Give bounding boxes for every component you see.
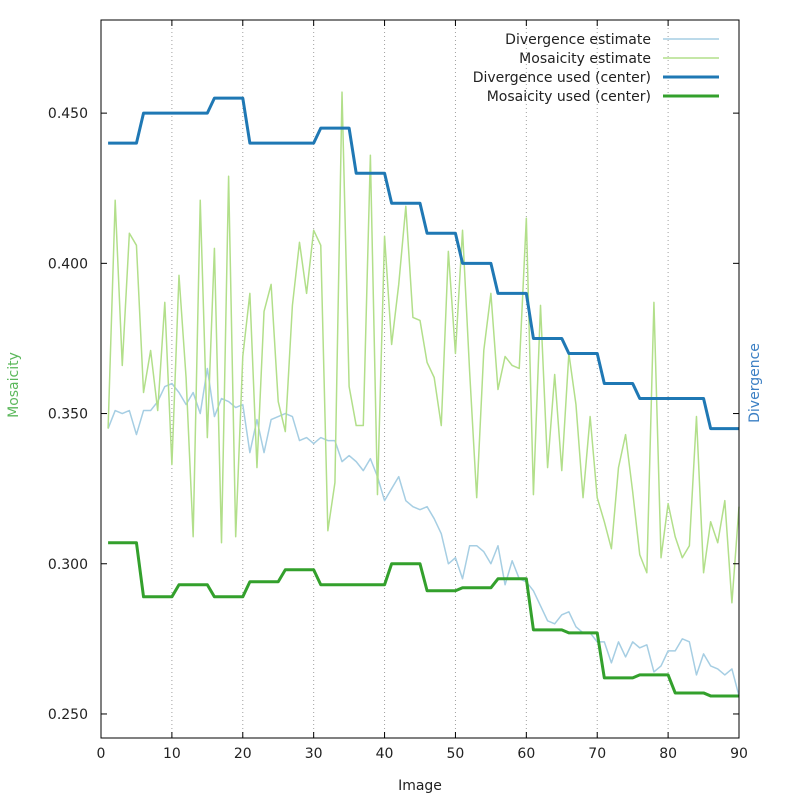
x-tick-label: 70 [588,746,606,762]
series-layer [107,91,740,698]
y-tick-label: 0.300 [48,557,88,573]
legend-label: Divergence used (center) [473,70,651,86]
legend-label: Divergence estimate [505,32,651,48]
series-line-1 [107,367,740,697]
legend-label: Mosaicity estimate [519,51,651,67]
x-axis: 0 10 20 30 40 50 60 70 80 90 [97,20,748,762]
legend-label: Mosaicity used (center) [487,89,651,105]
x-tick-label: 40 [376,746,394,762]
x-tick-label: 20 [234,746,252,762]
series-line-4 [108,541,739,698]
x-tick-label: 10 [163,746,181,762]
series-line-2 [107,91,740,604]
x-tick-label: 0 [97,746,106,762]
x-tick-label: 80 [659,746,677,762]
x-tick-label: 90 [730,746,748,762]
y-tick-label: 0.350 [48,407,88,423]
left-axis-title: Mosaicity [6,352,22,418]
y-axis: 0.250 0.300 0.350 0.400 0.450 [48,106,739,723]
y-tick-label: 0.250 [48,707,88,723]
x-tick-label: 50 [447,746,465,762]
x-tick-label: 30 [305,746,323,762]
legend: Divergence estimate Mosaicity estimate Div… [473,32,719,105]
plot-frame [100,19,740,739]
x-tick-label: 60 [517,746,535,762]
right-axis-title: Divergence [747,343,763,423]
x-axis-title: Image [398,778,442,794]
y-tick-label: 0.450 [48,106,88,122]
series-line-3 [108,96,739,431]
y-tick-label: 0.400 [48,256,88,272]
